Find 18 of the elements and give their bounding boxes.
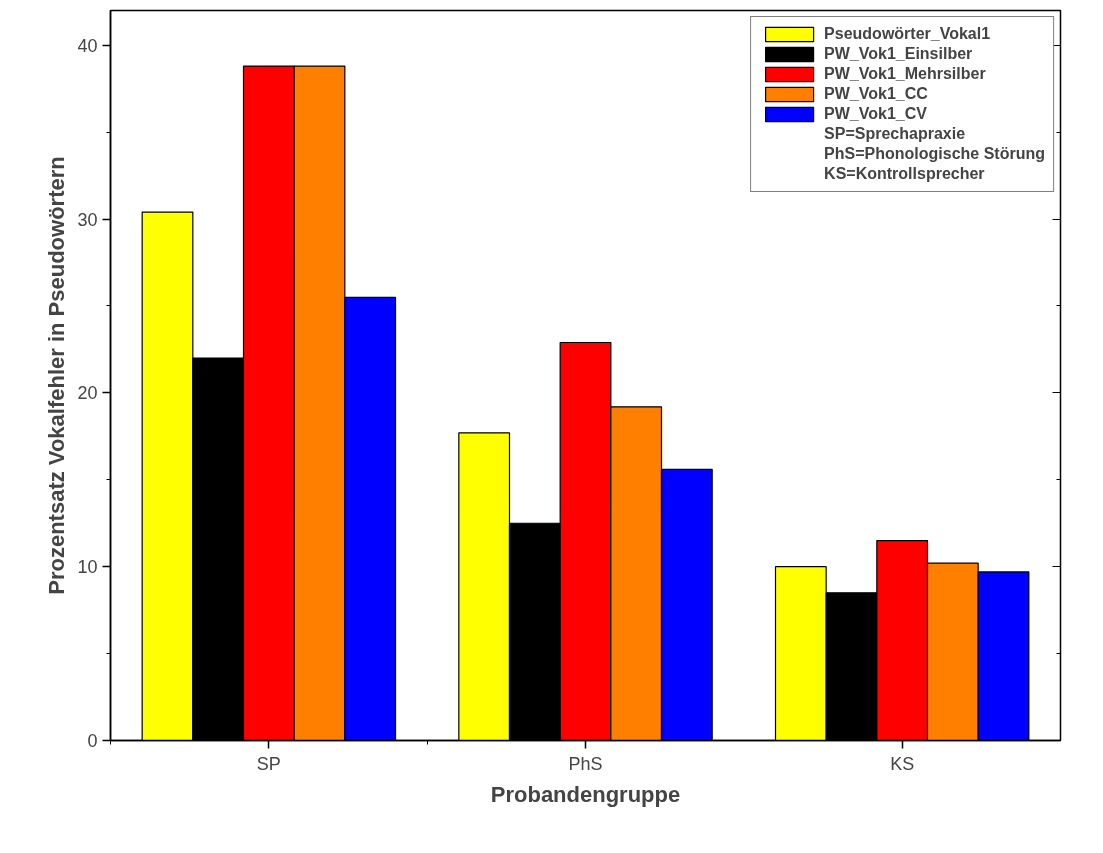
legend-label: PW_Vok1_CC: [824, 85, 928, 103]
x-tick-label: PhS: [568, 753, 603, 774]
y-tick-label: 20: [77, 383, 98, 404]
x-tick-label: KS: [890, 753, 915, 774]
y-tick-label: 40: [77, 35, 98, 56]
legend-label: PW_Vok1_Einsilber: [824, 45, 973, 63]
x-axis-title: Probandengruppe: [490, 781, 681, 807]
y-tick-label: 30: [77, 209, 98, 230]
legend-label: PW_Vok1_CV: [824, 105, 927, 123]
annotation: SP=Sprechapraxie: [824, 125, 966, 143]
y-axis-title: Prozentsatz Vokalfehler in Pseudowörtern: [44, 156, 70, 595]
annotation: KS=Kontrollsprecher: [824, 165, 985, 183]
y-tick-label: 10: [77, 557, 98, 578]
x-tick-label: SP: [256, 753, 281, 774]
legend-label: Pseudowörter_Vokal1: [824, 25, 991, 43]
legend-label: PW_Vok1_Mehrsilber: [824, 65, 986, 83]
y-tick-label: 0: [87, 731, 98, 751]
annotation: PhS=Phonologische Störung: [824, 145, 1045, 163]
